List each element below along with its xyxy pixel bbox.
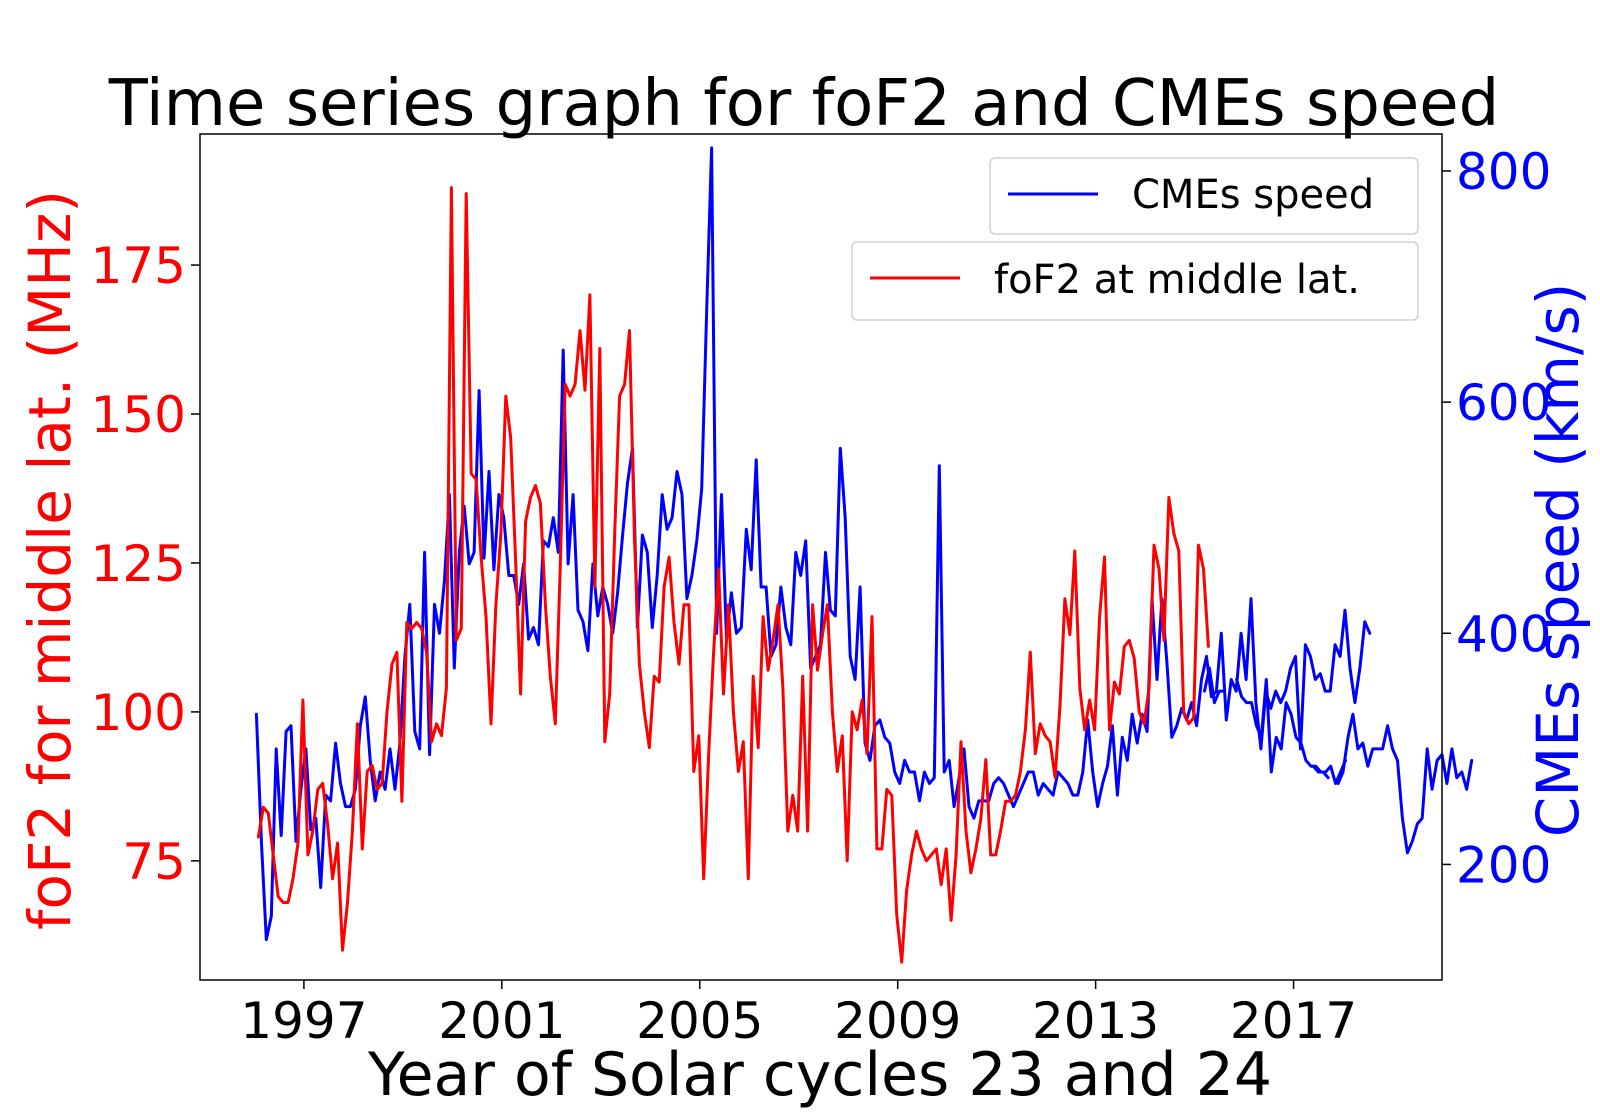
- x-tick-label: 2005: [636, 992, 763, 1050]
- series-layer: [254, 146, 1474, 964]
- x-tick-label: 2017: [1230, 992, 1357, 1050]
- y-axis-right: 200 400 600 800: [1442, 143, 1551, 894]
- x-tick-label: 2001: [438, 992, 565, 1050]
- cmes-speed-line-segment-2: [1203, 666, 1226, 705]
- y-left-tick-label: 150: [91, 386, 186, 444]
- legend-cmes-speed: CMEs speed: [989, 157, 1419, 235]
- legend-fof2-label: foF2 at middle lat.: [994, 257, 1360, 303]
- plot-frame: [199, 133, 1443, 981]
- y-left-tick-label: 125: [91, 535, 186, 593]
- y-right-tick-label: 600: [1456, 374, 1551, 432]
- y-axis-right-label: CMEs speed (km/s): [1524, 283, 1592, 838]
- x-axis: 1997 2001 2005 2009 2013 2017: [240, 980, 1357, 1050]
- chart-title: Time series graph for foF2 and CMEs spee…: [108, 67, 1500, 141]
- y-left-tick-label: 175: [91, 237, 186, 295]
- cmes-speed-line-segment-5: [1336, 712, 1474, 855]
- legend-cmes-speed-box: [989, 157, 1419, 235]
- x-axis-label: Year of Solar cycles 23 and 24: [367, 1040, 1272, 1110]
- legend-fof2-box: [851, 241, 1419, 321]
- y-right-tick-label: 200: [1456, 836, 1551, 894]
- fof2-line: [256, 186, 1210, 964]
- x-tick-label: 2009: [834, 992, 961, 1050]
- y-right-tick-label: 400: [1456, 605, 1551, 663]
- y-left-tick-label: 75: [122, 833, 186, 891]
- x-tick-label: 2013: [1032, 992, 1159, 1050]
- legend-cmes-speed-label: CMEs speed: [1132, 172, 1374, 218]
- y-right-tick-label: 800: [1456, 143, 1551, 201]
- legend-fof2: foF2 at middle lat.: [851, 241, 1419, 321]
- y-axis-left: 75 100 125 150 175: [91, 237, 200, 891]
- x-tick-label: 1997: [240, 992, 367, 1050]
- y-left-tick-label: 100: [91, 684, 186, 742]
- cmes-speed-line-segment-4: [1311, 764, 1330, 780]
- y-axis-left-label: foF2 for middle lat. (MHz): [16, 190, 84, 930]
- cmes-speed-line-segment-3: [1235, 678, 1347, 785]
